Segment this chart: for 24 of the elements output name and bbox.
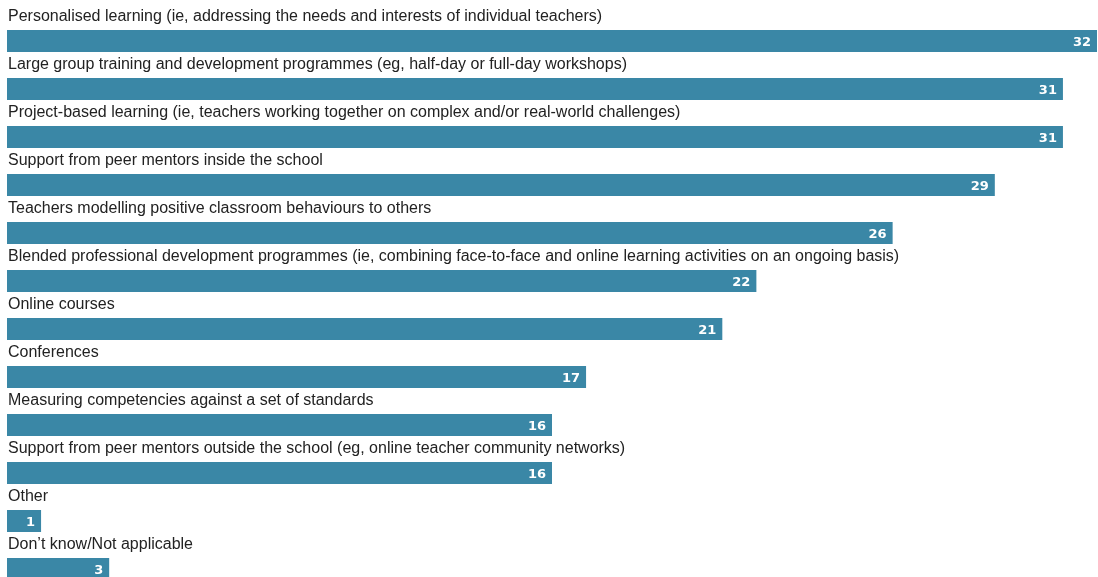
y-tick-label: Project-based learning (ie, teachers working together on complex and/or real-world challenges)	[8, 103, 681, 120]
data-label: 32	[1072, 34, 1091, 49]
data-label: 22	[732, 274, 751, 289]
y-tick-label: Don’t know/Not applicable	[8, 535, 194, 552]
y-tick-label: Online courses	[8, 295, 115, 312]
data-label: 26	[868, 226, 887, 241]
y-tick-label: Conferences	[8, 343, 99, 360]
data-label: 29	[970, 178, 989, 193]
data-label: 16	[527, 466, 546, 481]
data-label: 31	[1038, 82, 1057, 97]
y-tick-label: Large group training and development programmes (eg, half-day or full-day workshops)	[8, 55, 627, 72]
y-tick-label: Blended professional development programmes (ie, combining face-to-face and online learning activities on an ongoing basis)	[8, 247, 900, 264]
data-label: 21	[698, 322, 717, 337]
data-label: 3	[94, 562, 104, 577]
y-tick-label: Measuring competencies against a set of standards	[8, 391, 374, 408]
y-tick-label: Support from peer mentors outside the school (eg, online teacher community networks)	[8, 439, 626, 456]
data-label: 1	[26, 514, 36, 529]
data-label: 31	[1038, 130, 1057, 145]
y-tick-label: Support from peer mentors inside the school	[8, 151, 323, 168]
y-tick-label: Teachers modelling positive classroom behaviours to others	[8, 199, 432, 216]
y-tick-label: Other	[8, 487, 49, 504]
y-tick-label: Personalised learning (ie, addressing the needs and interests of individual teachers)	[8, 7, 603, 24]
data-label: 16	[527, 418, 546, 433]
data-label: 17	[561, 370, 581, 385]
